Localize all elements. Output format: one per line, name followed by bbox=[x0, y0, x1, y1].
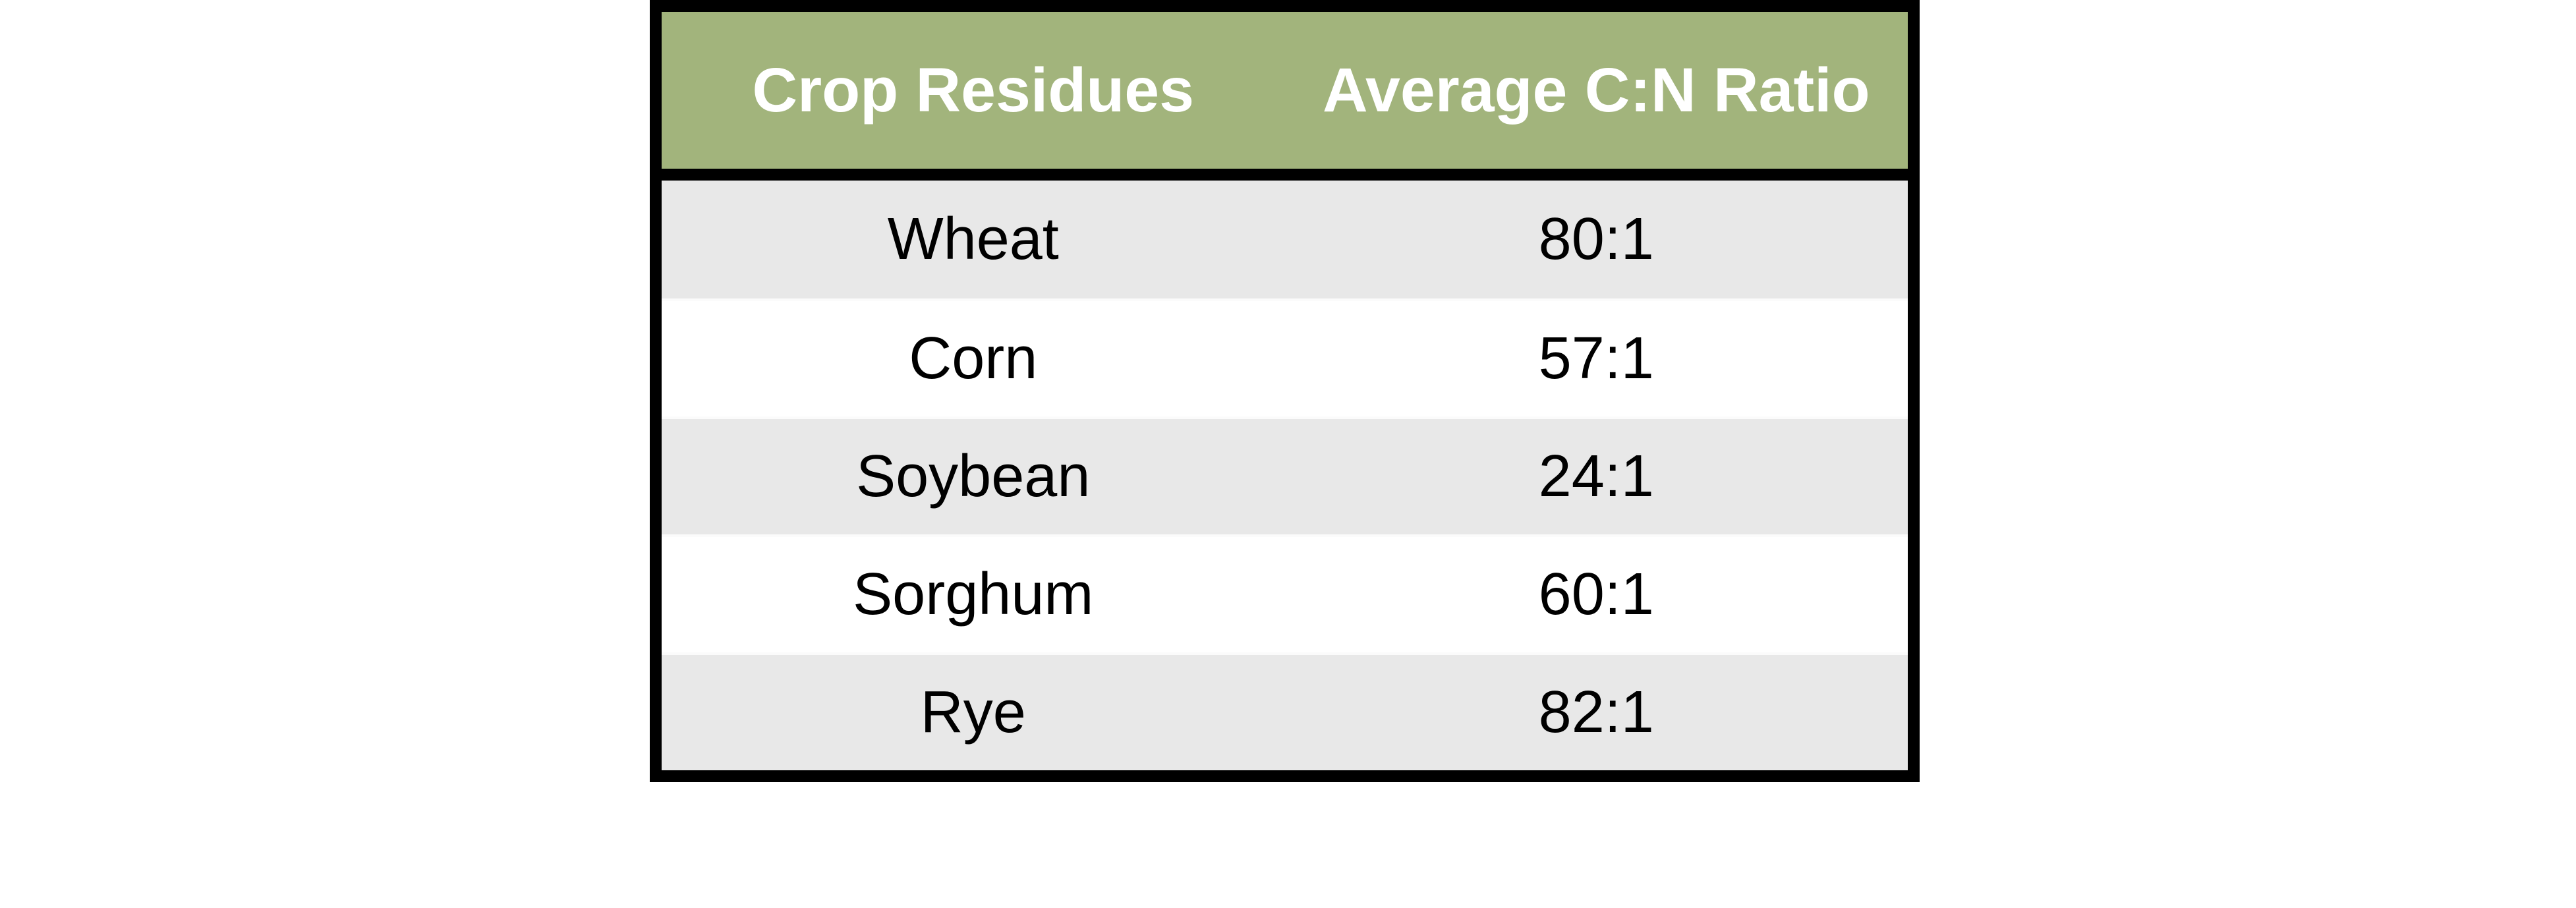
cell-cn-ratio: 57:1 bbox=[1538, 326, 1654, 391]
cell-crop-name: Rye bbox=[920, 679, 1026, 745]
cell-cn-ratio: 60:1 bbox=[1538, 561, 1654, 627]
table-row-corn: Corn 57:1 bbox=[662, 298, 1908, 416]
table-row-sorghum: Sorghum 60:1 bbox=[662, 534, 1908, 652]
table-row-soybean: Soybean 24:1 bbox=[662, 416, 1908, 534]
cell-crop-name: Soybean bbox=[856, 443, 1091, 509]
cell-crop-name: Corn bbox=[909, 326, 1038, 391]
cell-crop-name: Sorghum bbox=[853, 561, 1094, 627]
cell-cn-ratio: 82:1 bbox=[1538, 679, 1654, 745]
cell-crop-name: Wheat bbox=[887, 206, 1059, 272]
table-row-rye: Rye 82:1 bbox=[662, 652, 1908, 770]
header-cell-crop-residues: Crop Residues bbox=[752, 55, 1194, 125]
table-row-wheat: Wheat 80:1 bbox=[662, 181, 1908, 298]
crop-residue-cn-ratio-table: Crop Residues Average C:N Ratio Wheat 80… bbox=[650, 0, 1920, 782]
table-header-row: Crop Residues Average C:N Ratio bbox=[662, 12, 1908, 181]
cell-cn-ratio: 80:1 bbox=[1538, 206, 1654, 272]
cell-cn-ratio: 24:1 bbox=[1538, 443, 1654, 509]
header-cell-average-cn-ratio: Average C:N Ratio bbox=[1322, 55, 1870, 125]
